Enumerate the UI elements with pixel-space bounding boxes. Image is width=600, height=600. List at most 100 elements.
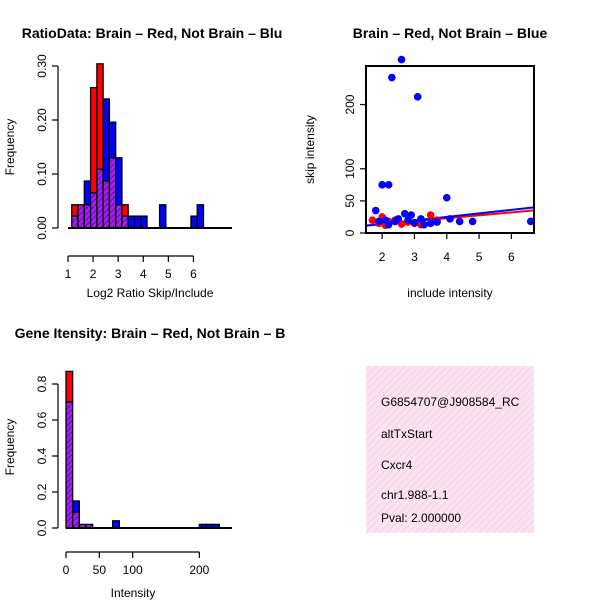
y-tick-label: 0.0: [35, 519, 49, 536]
y-tick-label: 50: [343, 194, 357, 208]
point-not-brain: [378, 181, 386, 189]
point-not-brain: [407, 211, 416, 219]
info-gene-name: Cxcr4: [381, 458, 413, 472]
y-tick-label: 0.20: [35, 108, 49, 132]
point-not-brain: [375, 217, 383, 226]
x-tick-label: 100: [123, 563, 143, 577]
bar-overlap: [71, 215, 79, 229]
x-tick-label: 5: [165, 267, 172, 281]
bar-not-brain: [83, 180, 92, 206]
x-tick-label: 2: [90, 267, 97, 281]
plot-frame: [365, 65, 535, 234]
x-tick-label: 2: [379, 250, 386, 264]
x-tick-label: 4: [140, 267, 147, 281]
point-not-brain: [388, 73, 396, 82]
bar-brain: [89, 86, 98, 194]
x-tick-label: 3: [115, 267, 122, 281]
bar-overlap: [102, 180, 111, 229]
point-not-brain: [410, 218, 419, 227]
bar-not-brain: [190, 215, 198, 229]
point-brain: [368, 216, 377, 224]
x-tick-label: 6: [190, 267, 197, 281]
point-not-brain: [384, 181, 393, 189]
bar-overlap: [108, 157, 117, 229]
y-tick-label: 0: [343, 229, 357, 236]
bar-not-brain: [108, 121, 117, 159]
point-not-brain: [446, 215, 454, 223]
point-not-brain: [417, 215, 425, 223]
y-tick-label: 0.00: [35, 216, 49, 240]
bar-not-brain: [112, 520, 120, 529]
info-panel-background: [366, 366, 534, 533]
point-not-brain: [433, 218, 441, 226]
info-location: chr1.988-1.1: [381, 488, 449, 502]
info-event-id: G6854707@J908584_RC: [381, 395, 520, 409]
bar-overlap: [115, 204, 123, 229]
bar-brain: [71, 204, 79, 217]
y-tick-label: 0.4: [35, 447, 49, 464]
info-pval: Pval: 2.000000: [381, 511, 461, 525]
chart-title: Gene Itensity: Brain – Red, Not Brain – …: [15, 325, 286, 341]
bar-not-brain: [196, 204, 205, 229]
y-axis-label: skip intensity: [303, 115, 317, 184]
y-tick-label: 100: [343, 158, 357, 178]
point-not-brain: [420, 220, 428, 229]
y-tick-label: 200: [343, 94, 357, 114]
bar-not-brain: [72, 500, 80, 513]
bar-brain: [65, 370, 74, 403]
x-tick-label: 200: [189, 563, 209, 577]
x-tick-label: 3: [411, 250, 418, 264]
point-not-brain: [526, 217, 535, 226]
point-brain: [426, 211, 435, 219]
bar-overlap: [121, 215, 129, 229]
x-axis-label: include intensity: [407, 286, 492, 300]
info-panel-clip: [534, 340, 600, 560]
x-axis-label: Intensity: [111, 586, 156, 600]
y-axis-label: Frequency: [3, 419, 17, 476]
bar-brain: [96, 63, 104, 170]
bar-not-brain: [133, 215, 142, 229]
point-not-brain: [426, 219, 435, 228]
bar-not-brain: [140, 215, 148, 229]
x-tick-label: 5: [476, 250, 483, 264]
point-not-brain: [394, 215, 403, 223]
info-event-type: altTxStart: [381, 427, 433, 441]
intensity_hist-panel: 0 50 100 200 0.0 0.2 0.4 0.6 0.8 Gene Itensity: B…: [3, 325, 285, 600]
x-tick-label: 4: [443, 250, 450, 264]
bar-not-brain: [127, 215, 136, 229]
x-tick-label: 6: [508, 250, 515, 264]
y-tick-label: 0.2: [35, 483, 49, 500]
chart-title: Brain – Red, Not Brain – Blue: [353, 25, 548, 41]
bar-overlap: [83, 204, 92, 229]
bar-overlap: [89, 192, 98, 229]
x-tick-label: 1: [65, 267, 72, 281]
bar-overlap: [77, 204, 85, 229]
x-tick-label: 0: [63, 563, 70, 577]
y-tick-label: 0.10: [35, 162, 49, 186]
y-tick-label: 0.6: [35, 411, 49, 428]
y-tick-label: 0.30: [35, 54, 49, 78]
x-tick-label: 50: [93, 563, 107, 577]
bar-brain: [121, 204, 129, 217]
point-not-brain: [400, 209, 409, 218]
bar-overlap: [72, 511, 80, 529]
bar-overlap: [65, 401, 74, 529]
point-not-brain: [413, 93, 422, 101]
point-not-brain: [442, 193, 451, 202]
point-not-brain: [468, 217, 477, 226]
point-not-brain: [384, 220, 393, 229]
bar-not-brain: [102, 98, 111, 182]
bar-not-brain: [158, 204, 167, 229]
chart-title: RatioData: Brain – Red, Not Brain – Blu: [22, 25, 283, 41]
bar-not-brain: [115, 157, 123, 206]
y-axis-label: Frequency: [3, 119, 17, 176]
point-not-brain: [371, 206, 380, 215]
info-panel: G6854707@J908584_RC altTxStart Cxcr4 chr…: [366, 366, 534, 533]
bar-overlap: [96, 168, 104, 229]
x-axis-label: Log2 Ratio Skip/Include: [87, 286, 214, 300]
point-not-brain: [397, 55, 406, 64]
scatter-panel: 2 3 4 5 6 0 50 100 200 Brain – Red, Not Brain – B…: [303, 25, 547, 300]
ratio_hist-panel: 1 2 3 4 5 6 0.00 0.10 0.20 0.30 RatioData: Brain –…: [3, 25, 282, 300]
point-not-brain: [455, 217, 464, 226]
